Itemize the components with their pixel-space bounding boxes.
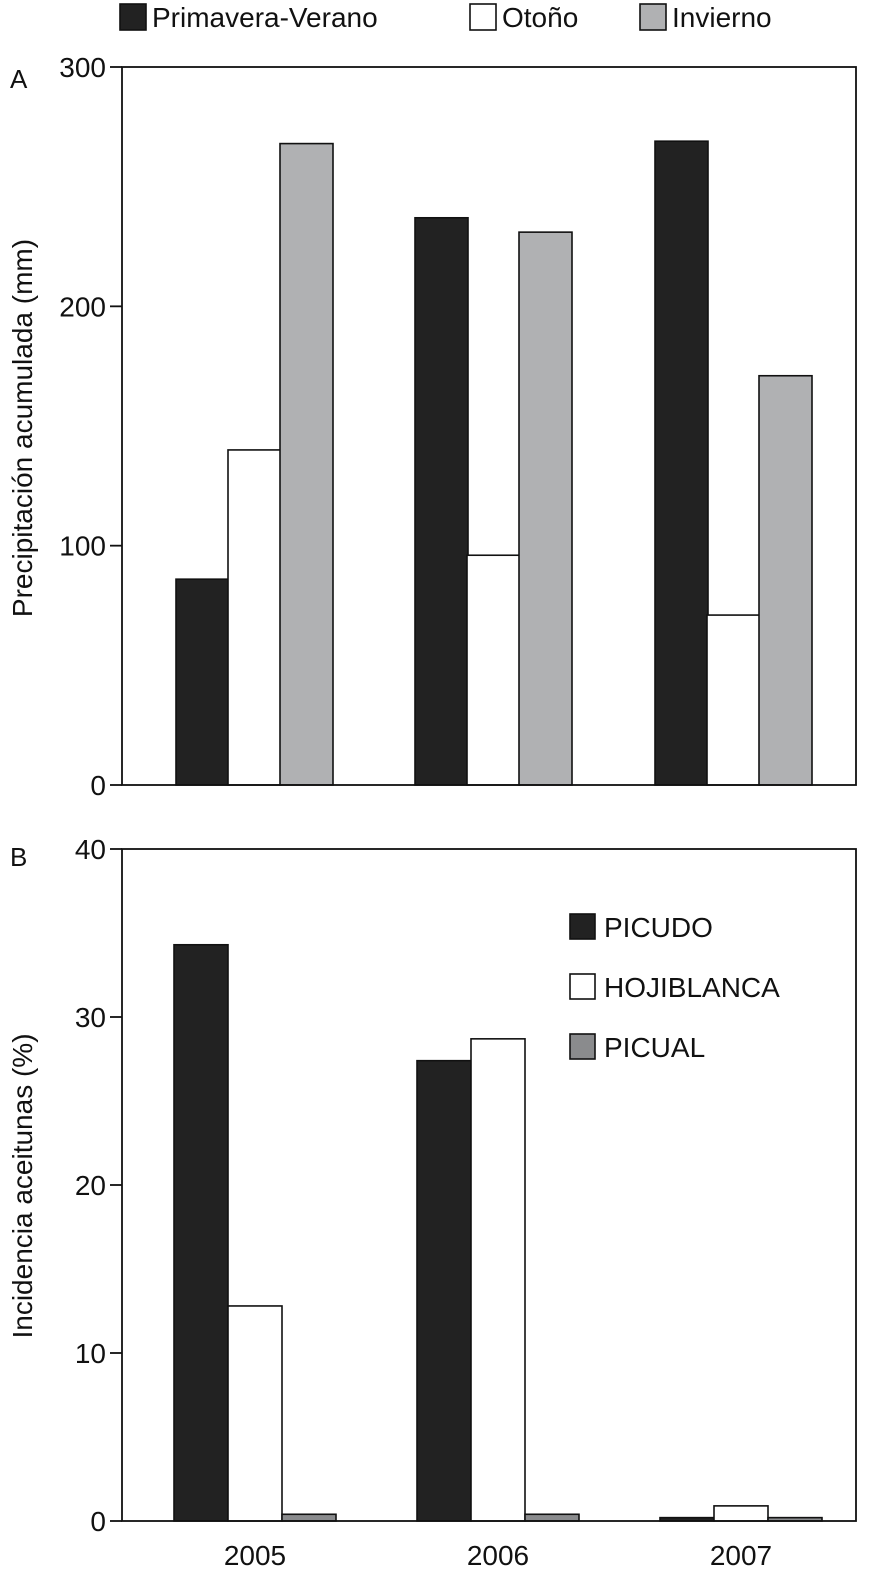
bar-b-picual-2005 xyxy=(281,1513,337,1522)
legend-b-swatch-picudo xyxy=(569,913,596,940)
y-tick-label-b-10: 10 xyxy=(75,1338,106,1369)
y-tick-label-a-100: 100 xyxy=(59,531,106,562)
bar-b-picual-2006 xyxy=(524,1513,580,1522)
bar-a-primavera-verano-2006 xyxy=(414,216,469,786)
legend-a-swatch-invierno xyxy=(639,3,667,31)
bar-b-hojiblanca-2005 xyxy=(227,1305,283,1522)
bar-a-oto-o-2007 xyxy=(706,614,761,786)
bar-a-primavera-verano-2007 xyxy=(654,140,709,786)
bar-a-invierno-2006 xyxy=(518,231,573,786)
panel-a: Primavera-Verano Otoño Invierno A Precipit… xyxy=(7,2,857,801)
panel-b-letter: B xyxy=(10,842,27,872)
y-tick-label-b-20: 20 xyxy=(75,1170,106,1201)
bar-a-primavera-verano-2005 xyxy=(175,578,230,786)
legend-b-swatch-hojiblanca xyxy=(569,973,596,1000)
y-tick-label-b-0: 0 xyxy=(90,1506,106,1537)
legend-a-label-oto-o: Otoño xyxy=(502,2,578,33)
x-tick-label-b-2005: 2005 xyxy=(224,1540,286,1571)
bar-b-picudo-2006 xyxy=(416,1059,472,1522)
legend-b-label-picudo: PICUDO xyxy=(604,912,713,943)
legend-b-label-picual: PICUAL xyxy=(604,1032,705,1063)
legend-a-label-invierno: Invierno xyxy=(672,2,772,33)
x-tick-label-b-2007: 2007 xyxy=(710,1540,772,1571)
bar-a-invierno-2005 xyxy=(279,142,334,786)
panel-b-y-axis-title: Incidencia aceitunas (%) xyxy=(7,1033,38,1338)
bar-b-hojiblanca-2007 xyxy=(713,1505,769,1522)
bar-a-oto-o-2006 xyxy=(466,554,521,786)
y-tick-label-b-40: 40 xyxy=(75,834,106,865)
panel-a-y-axis-title: Precipitación acumulada (mm) xyxy=(7,239,38,617)
y-tick-label-a-0: 0 xyxy=(90,770,106,801)
y-tick-label-b-30: 30 xyxy=(75,1002,106,1033)
panel-a-letter: A xyxy=(10,64,28,94)
bar-a-invierno-2007 xyxy=(758,374,813,786)
legend-a: Primavera-Verano Otoño Invierno xyxy=(119,2,772,33)
bar-b-picudo-2005 xyxy=(173,943,229,1522)
legend-b: PICUDO HOJIBLANCA PICUAL xyxy=(569,912,780,1063)
bar-b-hojiblanca-2006 xyxy=(470,1038,526,1522)
legend-b-label-hojiblanca: HOJIBLANCA xyxy=(604,972,780,1003)
y-tick-label-a-200: 200 xyxy=(59,291,106,322)
legend-a-swatch-oto-o xyxy=(469,3,497,31)
y-tick-label-a-300: 300 xyxy=(59,52,106,83)
plot-frame-a xyxy=(121,66,857,786)
legend-a-label-primavera-verano: Primavera-Verano xyxy=(152,2,378,33)
legend-a-swatch-primavera-verano xyxy=(119,3,147,31)
x-tick-label-b-2006: 2006 xyxy=(467,1540,529,1571)
panel-b: PICUDO HOJIBLANCA PICUAL B Incidencia acei… xyxy=(7,834,857,1571)
bar-a-oto-o-2005 xyxy=(227,449,282,786)
legend-b-swatch-picual xyxy=(569,1033,596,1060)
